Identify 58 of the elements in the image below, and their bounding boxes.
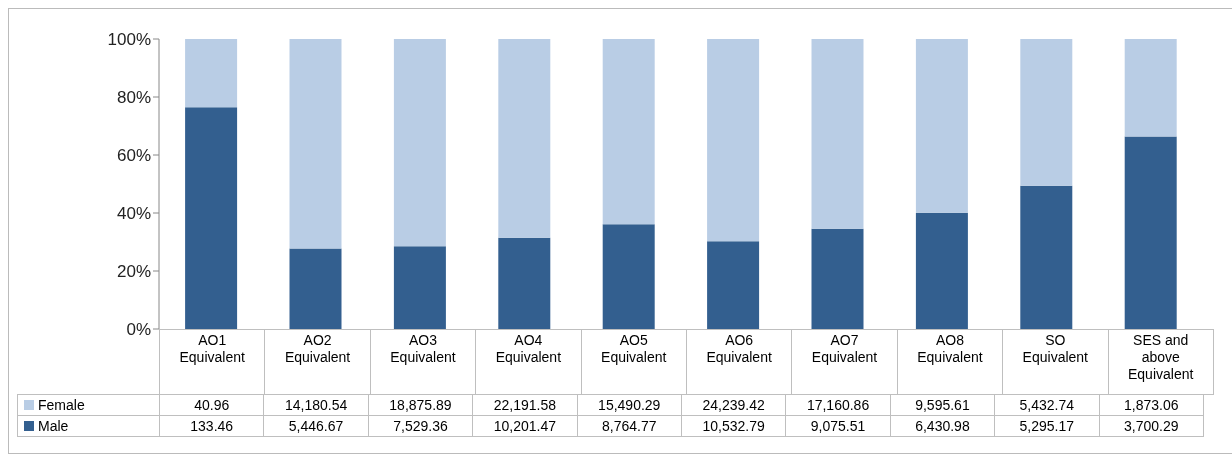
bar <box>393 39 446 247</box>
bar <box>707 39 760 242</box>
bar <box>811 39 864 229</box>
bar <box>811 228 864 329</box>
y-tick-label: 40% <box>116 204 151 224</box>
text: 7,529.36 <box>368 415 473 437</box>
text: 10,201.47 <box>472 415 578 437</box>
text: 9,595.61 <box>890 394 995 416</box>
bar <box>185 39 238 108</box>
bar <box>498 237 551 329</box>
x-tick-label: SO Equivalent <box>1021 332 1089 366</box>
bar <box>289 39 342 249</box>
bar <box>602 39 655 225</box>
text: 40.96 <box>159 394 264 416</box>
text: 5,295.17 <box>994 415 1100 437</box>
text: 8,764.77 <box>577 415 682 437</box>
x-tick-label: AO6 Equivalent <box>705 332 773 366</box>
bar <box>393 246 446 329</box>
text: 17,160.86 <box>785 394 891 416</box>
text: 5,432.74 <box>994 394 1100 416</box>
x-tick-label: AO4 Equivalent <box>494 332 563 366</box>
text: 10,532.79 <box>681 415 786 437</box>
legend-label: Male <box>38 418 69 434</box>
text: 3,700.29 <box>1099 415 1204 437</box>
bar <box>498 39 551 238</box>
y-tick-label: 20% <box>116 262 151 282</box>
bar <box>1124 136 1177 329</box>
bar <box>602 224 655 329</box>
bar <box>1020 185 1073 329</box>
bar <box>915 39 968 213</box>
text: 18,875.89 <box>368 394 473 416</box>
x-tick-label: AO8 Equivalent <box>916 332 984 366</box>
x-tick-label: AO1 Equivalent <box>178 332 246 366</box>
y-tick-label: 100% <box>107 30 151 50</box>
text: 22,191.58 <box>472 394 578 416</box>
text: 9,075.51 <box>785 415 891 437</box>
text: 14,180.54 <box>263 394 369 416</box>
bar <box>1124 39 1177 137</box>
x-tick-label: AO7 Equivalent <box>810 332 879 366</box>
text: 24,239.42 <box>681 394 786 416</box>
text: 5,446.67 <box>263 415 369 437</box>
text: 6,430.98 <box>890 415 995 437</box>
x-tick-label: AO5 Equivalent <box>600 332 668 366</box>
bar <box>1020 39 1073 186</box>
bar <box>185 107 238 329</box>
bar <box>707 241 760 329</box>
text: 1,873.06 <box>1099 394 1204 416</box>
text: 15,490.29 <box>577 394 682 416</box>
y-tick-label: 0% <box>126 320 151 340</box>
y-tick-label: 80% <box>116 88 151 108</box>
x-tick-label: AO2 Equivalent <box>283 332 352 366</box>
bar <box>915 212 968 329</box>
bar <box>289 248 342 329</box>
x-tick-label: SES and above Equivalent <box>1127 332 1195 383</box>
text: 133.46 <box>159 415 264 437</box>
x-tick-label: AO3 Equivalent <box>389 332 457 366</box>
legend-label: Female <box>38 397 85 413</box>
y-tick-label: 60% <box>116 146 151 166</box>
